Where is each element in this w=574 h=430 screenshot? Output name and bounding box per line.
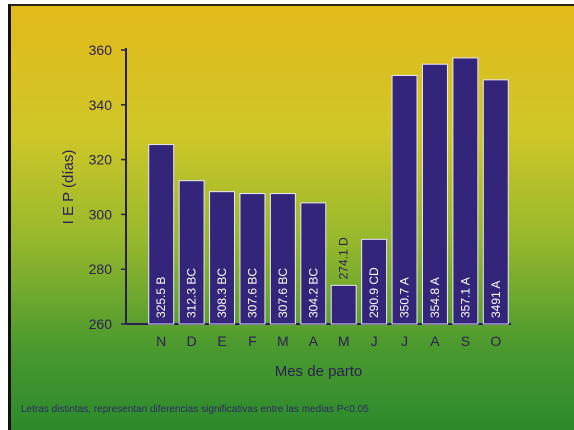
x-tick-label: S <box>461 333 470 349</box>
x-tick-label: M <box>338 333 350 349</box>
bar <box>269 193 296 325</box>
y-tick-label: 320 <box>89 152 113 168</box>
bar-value-label: 307.6 BC <box>245 268 259 318</box>
x-axis-title: Mes de parto <box>275 363 363 380</box>
bar-value-label: 3491 A <box>489 281 503 318</box>
x-tick-label: N <box>156 333 166 349</box>
bar <box>452 57 479 325</box>
bar <box>482 79 509 325</box>
y-axis-title: I E P (días) <box>60 150 77 225</box>
bar-value-label: 354.8 A <box>428 277 442 318</box>
y-tick-label: 340 <box>89 97 113 113</box>
y-tick-label: 280 <box>89 261 113 277</box>
bar <box>421 63 448 325</box>
x-tick-label: A <box>430 333 440 349</box>
bar-value-label: 325.5 B <box>154 277 168 318</box>
bar <box>330 284 357 325</box>
bar <box>391 74 418 325</box>
bar-value-label: 350.7 A <box>398 277 412 318</box>
bar-chart: 260 280 300 320 340 360 325.5 B N 312.3 BC D 308.3… <box>60 42 511 380</box>
bar-value-label: 304.2 BC <box>306 268 320 318</box>
bar <box>300 202 327 325</box>
bar <box>361 238 388 325</box>
y-tick-label: 300 <box>89 206 113 222</box>
x-tick-label: A <box>309 333 319 349</box>
bar <box>239 193 266 325</box>
footnote: Letras distintas, representan diferencia… <box>21 404 369 415</box>
bar-value-label: 290.9 CD <box>367 267 381 318</box>
bar-value-label: 308.3 BC <box>215 268 229 318</box>
x-tick-label: E <box>217 333 226 349</box>
bar-value-label: 274.1 D <box>337 237 351 279</box>
bar-value-label: 312.3 BC <box>185 268 199 318</box>
y-tick-label: 260 <box>89 316 113 332</box>
x-tick-label: D <box>187 333 197 349</box>
y-tick-label: 360 <box>89 42 113 58</box>
x-tick-label: O <box>490 333 501 349</box>
bar <box>148 144 175 325</box>
slide-background: 260 280 300 320 340 360 325.5 B N 312.3 BC D 308.3… <box>8 4 574 430</box>
bar <box>178 180 205 325</box>
x-tick-label: F <box>248 333 257 349</box>
bar <box>209 191 236 325</box>
x-tick-label: M <box>277 333 289 349</box>
bar-value-label: 307.6 BC <box>276 268 290 318</box>
x-tick-label: J <box>401 333 408 349</box>
bar-value-label: 357.1 A <box>458 277 472 318</box>
x-tick-label: J <box>371 333 378 349</box>
